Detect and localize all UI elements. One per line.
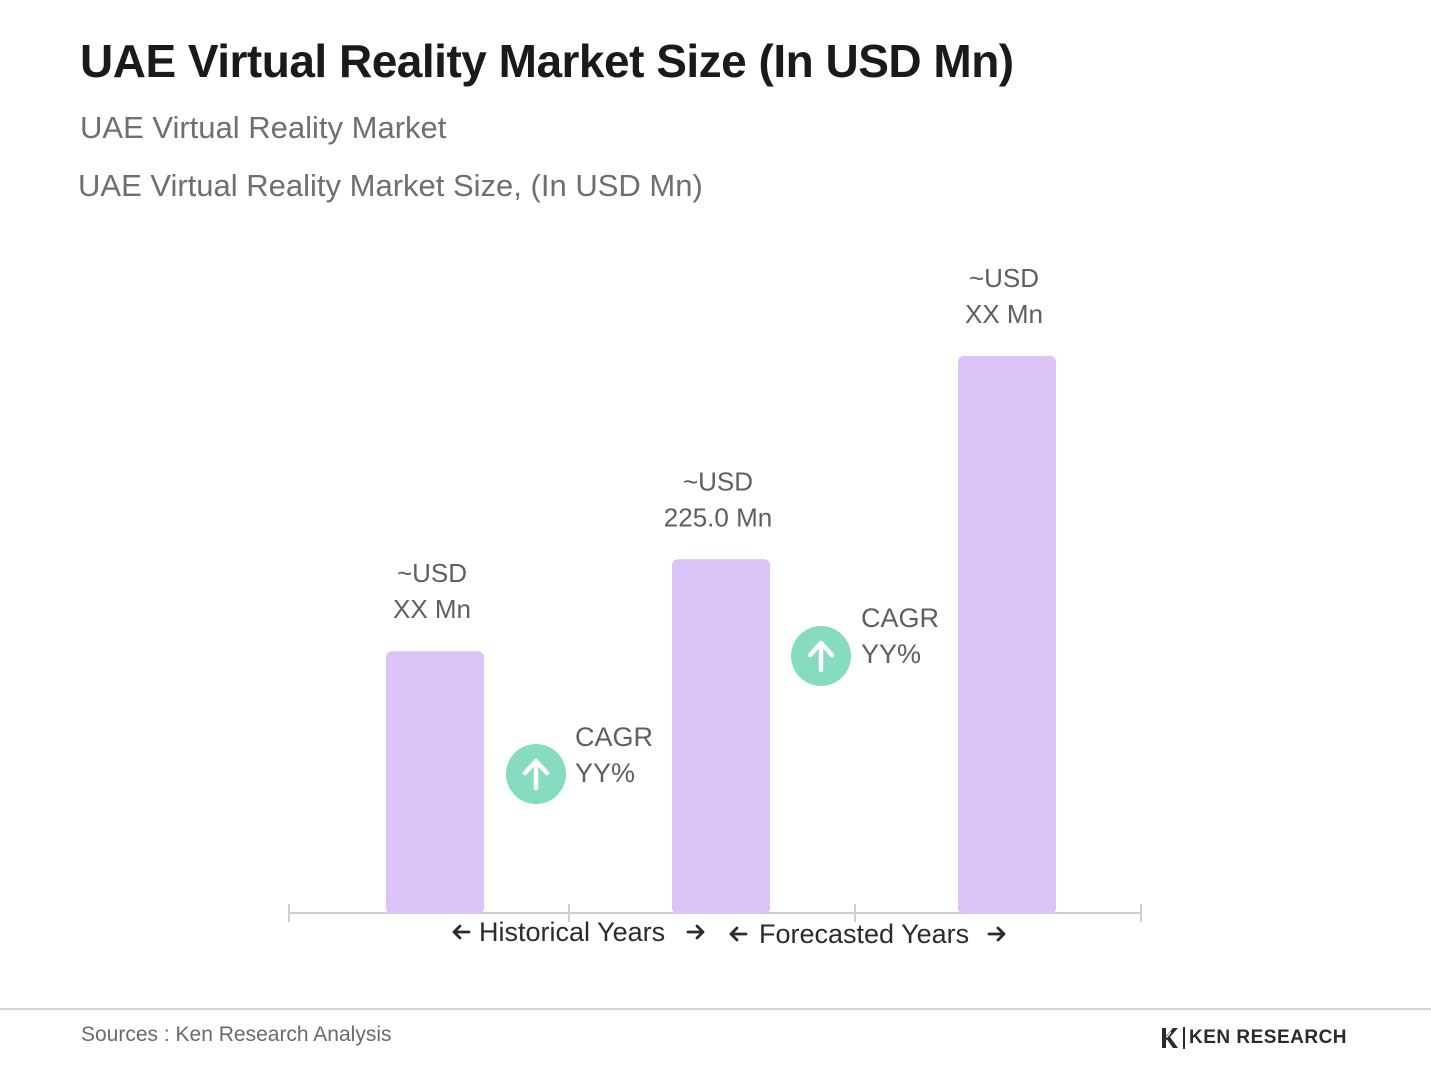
cagr-label: CAGR xyxy=(861,603,939,633)
arrow-left-icon xyxy=(452,924,471,940)
footer-divider xyxy=(0,1008,1431,1010)
chart-title: UAE Virtual Reality Market Size (In USD … xyxy=(80,35,1014,87)
arrow-right-icon xyxy=(686,924,705,940)
bar-value-label: XX Mn xyxy=(393,594,471,624)
report-subtitle: UAE Virtual Reality Market xyxy=(80,110,447,145)
bar xyxy=(672,559,770,914)
bar-value-label: 225.0 Mn xyxy=(664,502,772,532)
bar-value-label-prefix: ~USD xyxy=(969,263,1039,293)
bar xyxy=(958,356,1056,914)
brand-name: KEN RESEARCH xyxy=(1189,1027,1348,1048)
x-range-label: Historical Years xyxy=(479,917,665,947)
brand-logo: KEN RESEARCH xyxy=(1160,1024,1347,1052)
arrow-left-icon xyxy=(729,926,748,942)
bar xyxy=(386,651,484,914)
arrow-right-icon xyxy=(987,926,1006,942)
bar-value-label-prefix: ~USD xyxy=(397,558,467,588)
x-range-label: Forecasted Years xyxy=(759,919,969,949)
cagr-value: YY% xyxy=(575,758,635,788)
arrow-up-icon xyxy=(522,758,550,791)
bar-value-label: XX Mn xyxy=(965,299,1043,329)
brand-separator xyxy=(1183,1027,1185,1049)
bar-chart: ~USD XX Mn ~USD 225.0 Mn ~USD XX Mn CAGR YY% CAG… xyxy=(288,263,1142,949)
chart-subtitle: UAE Virtual Reality Market Size, (In USD… xyxy=(78,168,703,203)
bar-value-label-prefix: ~USD xyxy=(683,466,753,496)
cagr-value: YY% xyxy=(861,639,921,669)
source-note: Sources : Ken Research Analysis xyxy=(81,1023,392,1046)
cagr-label: CAGR xyxy=(575,722,653,752)
arrow-up-icon xyxy=(807,640,835,673)
ken-research-logo-icon xyxy=(1162,1028,1178,1048)
